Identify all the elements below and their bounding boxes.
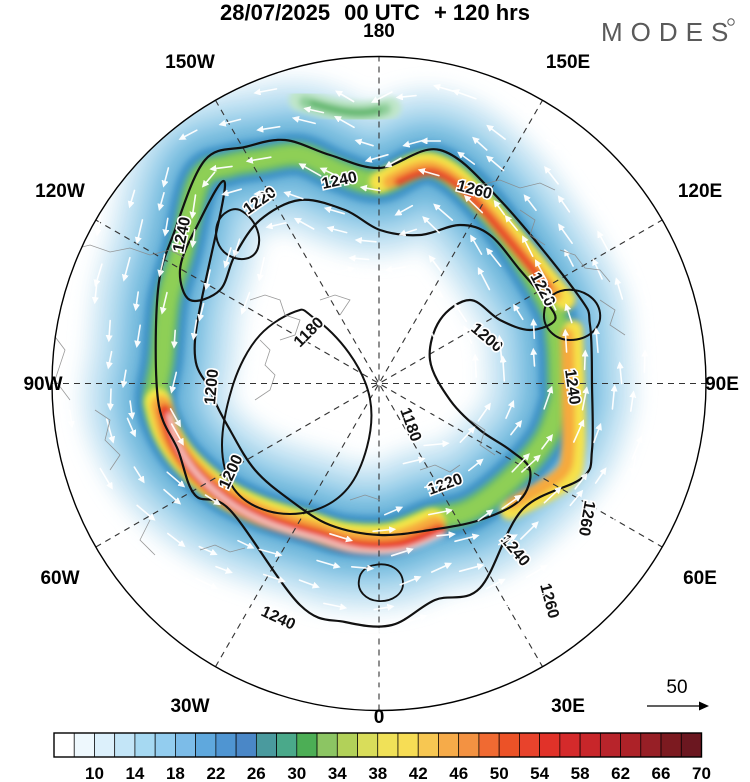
svg-text:46: 46 [449, 764, 468, 782]
svg-text:90E: 90E [705, 374, 739, 395]
svg-text:50: 50 [490, 764, 509, 782]
svg-text:30: 30 [287, 764, 306, 782]
svg-text:150W: 150W [165, 52, 215, 73]
svg-text:10: 10 [85, 764, 104, 782]
svg-text:90W: 90W [23, 374, 62, 395]
svg-text:34: 34 [328, 764, 347, 782]
svg-text:1200: 1200 [202, 368, 222, 405]
svg-text:50: 50 [666, 677, 687, 698]
svg-text:30E: 30E [551, 696, 585, 717]
svg-text:150E: 150E [546, 52, 590, 73]
svg-text:38: 38 [368, 764, 387, 782]
svg-text:70: 70 [692, 764, 711, 782]
svg-text:26: 26 [247, 764, 266, 782]
svg-text:18: 18 [166, 764, 185, 782]
svg-text:MODES: MODES [601, 17, 736, 47]
svg-text:42: 42 [409, 764, 428, 782]
svg-text:14: 14 [125, 764, 144, 782]
svg-text:30W: 30W [170, 696, 209, 717]
svg-text:22: 22 [206, 764, 225, 782]
svg-text:62: 62 [611, 764, 630, 782]
svg-text:60W: 60W [40, 568, 79, 589]
svg-text:54: 54 [530, 764, 549, 782]
svg-text:120W: 120W [35, 181, 85, 202]
svg-text:0: 0 [374, 707, 385, 728]
svg-text:66: 66 [652, 764, 671, 782]
svg-text:60E: 60E [683, 568, 717, 589]
svg-text:58: 58 [571, 764, 590, 782]
svg-text:120E: 120E [678, 181, 722, 202]
